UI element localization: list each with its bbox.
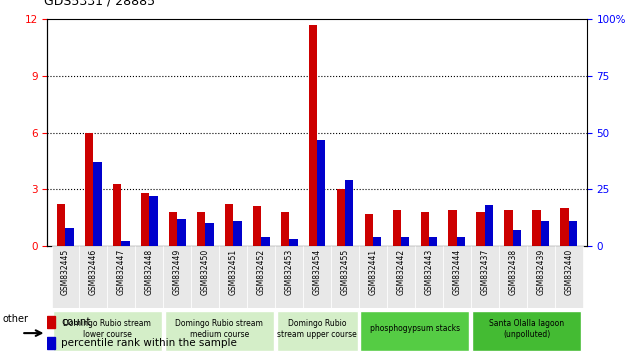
- Bar: [281, 212, 289, 246]
- Text: GSM832439: GSM832439: [536, 249, 545, 295]
- Text: Domingo Rubio stream
lower course: Domingo Rubio stream lower course: [64, 319, 151, 338]
- Bar: [113, 184, 121, 246]
- Bar: [415, 246, 443, 308]
- Text: GSM832452: GSM832452: [257, 249, 266, 295]
- Bar: [373, 237, 381, 246]
- Bar: [85, 133, 93, 246]
- Text: Domingo Rubio stream
medium course: Domingo Rubio stream medium course: [175, 319, 263, 338]
- Bar: [177, 219, 186, 246]
- Bar: [472, 310, 581, 352]
- Text: GSM832443: GSM832443: [425, 249, 433, 295]
- Bar: [443, 246, 471, 308]
- Bar: [219, 246, 247, 308]
- Bar: [345, 180, 353, 246]
- Bar: [317, 139, 326, 246]
- Text: GSM832444: GSM832444: [452, 249, 461, 295]
- Bar: [555, 246, 582, 308]
- Bar: [191, 246, 219, 308]
- Bar: [569, 221, 577, 246]
- Bar: [457, 237, 465, 246]
- Bar: [365, 214, 373, 246]
- Bar: [47, 337, 55, 349]
- Bar: [225, 205, 233, 246]
- Bar: [121, 241, 130, 246]
- Text: GSM832440: GSM832440: [564, 249, 573, 295]
- Text: GSM832455: GSM832455: [341, 249, 350, 295]
- Bar: [429, 237, 437, 246]
- Bar: [47, 316, 55, 328]
- Bar: [289, 239, 297, 246]
- Bar: [337, 189, 345, 246]
- Bar: [359, 246, 387, 308]
- Bar: [247, 246, 275, 308]
- Bar: [471, 246, 498, 308]
- Text: GSM832453: GSM832453: [285, 249, 293, 295]
- Bar: [107, 246, 136, 308]
- Text: percentile rank within the sample: percentile rank within the sample: [61, 338, 237, 348]
- Bar: [401, 237, 410, 246]
- Bar: [303, 246, 331, 308]
- Bar: [169, 212, 177, 246]
- Bar: [136, 246, 163, 308]
- Bar: [150, 196, 158, 246]
- Bar: [541, 221, 549, 246]
- Bar: [331, 246, 359, 308]
- Text: GSM832437: GSM832437: [480, 249, 489, 295]
- Bar: [253, 206, 261, 246]
- Bar: [163, 246, 191, 308]
- Text: GSM832449: GSM832449: [173, 249, 182, 295]
- Text: GSM832438: GSM832438: [508, 249, 517, 295]
- Bar: [560, 208, 569, 246]
- Bar: [360, 310, 469, 352]
- Text: count: count: [61, 317, 91, 327]
- Text: GSM832451: GSM832451: [228, 249, 238, 295]
- Bar: [205, 223, 214, 246]
- Bar: [504, 210, 513, 246]
- Text: Santa Olalla lagoon
(unpolluted): Santa Olalla lagoon (unpolluted): [489, 319, 564, 338]
- Bar: [392, 210, 401, 246]
- Bar: [141, 193, 150, 246]
- Bar: [261, 237, 269, 246]
- Bar: [485, 205, 493, 246]
- Text: GSM832454: GSM832454: [312, 249, 322, 295]
- Bar: [533, 210, 541, 246]
- Text: GDS5331 / 28885: GDS5331 / 28885: [44, 0, 155, 7]
- Bar: [498, 246, 527, 308]
- Bar: [233, 221, 242, 246]
- Bar: [309, 25, 317, 246]
- Bar: [276, 310, 358, 352]
- Text: GSM832445: GSM832445: [61, 249, 70, 295]
- Bar: [527, 246, 555, 308]
- Text: GSM832442: GSM832442: [396, 249, 406, 295]
- Bar: [57, 205, 66, 246]
- Text: GSM832448: GSM832448: [145, 249, 154, 295]
- Bar: [275, 246, 303, 308]
- Text: GSM832446: GSM832446: [89, 249, 98, 295]
- Bar: [513, 230, 521, 246]
- Bar: [93, 162, 102, 246]
- Bar: [52, 246, 80, 308]
- Bar: [387, 246, 415, 308]
- Bar: [449, 210, 457, 246]
- Bar: [420, 212, 429, 246]
- Bar: [80, 246, 107, 308]
- Bar: [165, 310, 274, 352]
- Text: GSM832450: GSM832450: [201, 249, 209, 295]
- Text: other: other: [3, 314, 28, 324]
- Bar: [66, 228, 74, 246]
- Text: GSM832447: GSM832447: [117, 249, 126, 295]
- Bar: [53, 310, 162, 352]
- Text: phosphogypsum stacks: phosphogypsum stacks: [370, 324, 460, 333]
- Text: Domingo Rubio
stream upper course: Domingo Rubio stream upper course: [277, 319, 357, 338]
- Bar: [476, 212, 485, 246]
- Text: GSM832441: GSM832441: [369, 249, 377, 295]
- Bar: [197, 212, 205, 246]
